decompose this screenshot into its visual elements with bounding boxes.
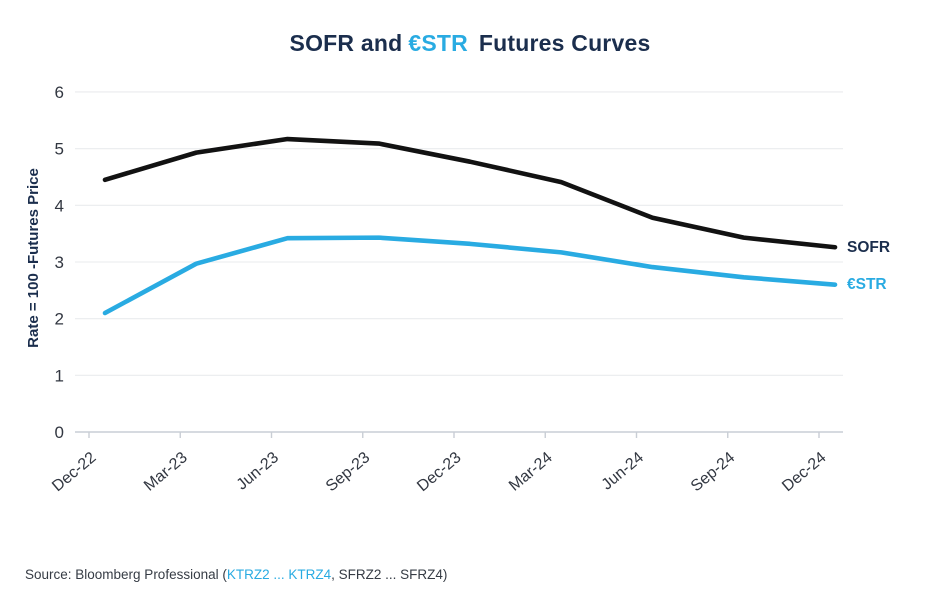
source-text-end: , SFRZ2 ... SFRZ4) [331, 567, 448, 582]
source-text-start: Source: Bloomberg Professional ( [25, 567, 227, 582]
x-tick-label-Jun-24: Jun-24 [599, 449, 647, 494]
y-tick-label-1: 1 [55, 366, 64, 385]
source-ticker-estr: KTRZ2 ... KTRZ4 [226, 567, 332, 582]
series-line-estr [102, 235, 838, 316]
y-axis-title: Rate = 100 -Futures Price [25, 168, 42, 348]
y-tick-label-5: 5 [55, 140, 64, 159]
x-tick-label-Jun-23: Jun-23 [234, 449, 282, 494]
y-tick-label-4: 4 [55, 196, 64, 215]
x-tick-label-Dec-24: Dec-24 [779, 449, 830, 495]
x-tick-label-Dec-22: Dec-22 [49, 449, 100, 495]
source-attribution: Source: Bloomberg Professional (KTRZ2 ..… [25, 567, 447, 582]
x-tick-label-Mar-23: Mar-23 [141, 449, 191, 495]
series-label-sofr: SOFR [847, 239, 891, 256]
chart-title: SOFR and €STR Futures Curves [0, 30, 940, 57]
y-tick-label-6: 6 [55, 83, 64, 102]
x-tick-label-Sep-24: Sep-24 [688, 449, 739, 495]
x-tick-label-Dec-23: Dec-23 [414, 449, 465, 495]
chart-title-part-2: Futures Curves [478, 30, 651, 56]
y-tick-label-0: 0 [55, 423, 64, 442]
series-label-estr: €STR [847, 276, 887, 293]
chart-title-part-1: SOFR and [289, 30, 403, 56]
x-tick-label-Sep-23: Sep-23 [323, 449, 374, 495]
x-tick-label-Mar-24: Mar-24 [506, 449, 556, 495]
series-line-sofr [102, 136, 838, 250]
y-tick-label-2: 2 [55, 310, 64, 329]
y-tick-label-3: 3 [55, 253, 64, 272]
chart-title-part-estr: €STR [408, 30, 468, 56]
